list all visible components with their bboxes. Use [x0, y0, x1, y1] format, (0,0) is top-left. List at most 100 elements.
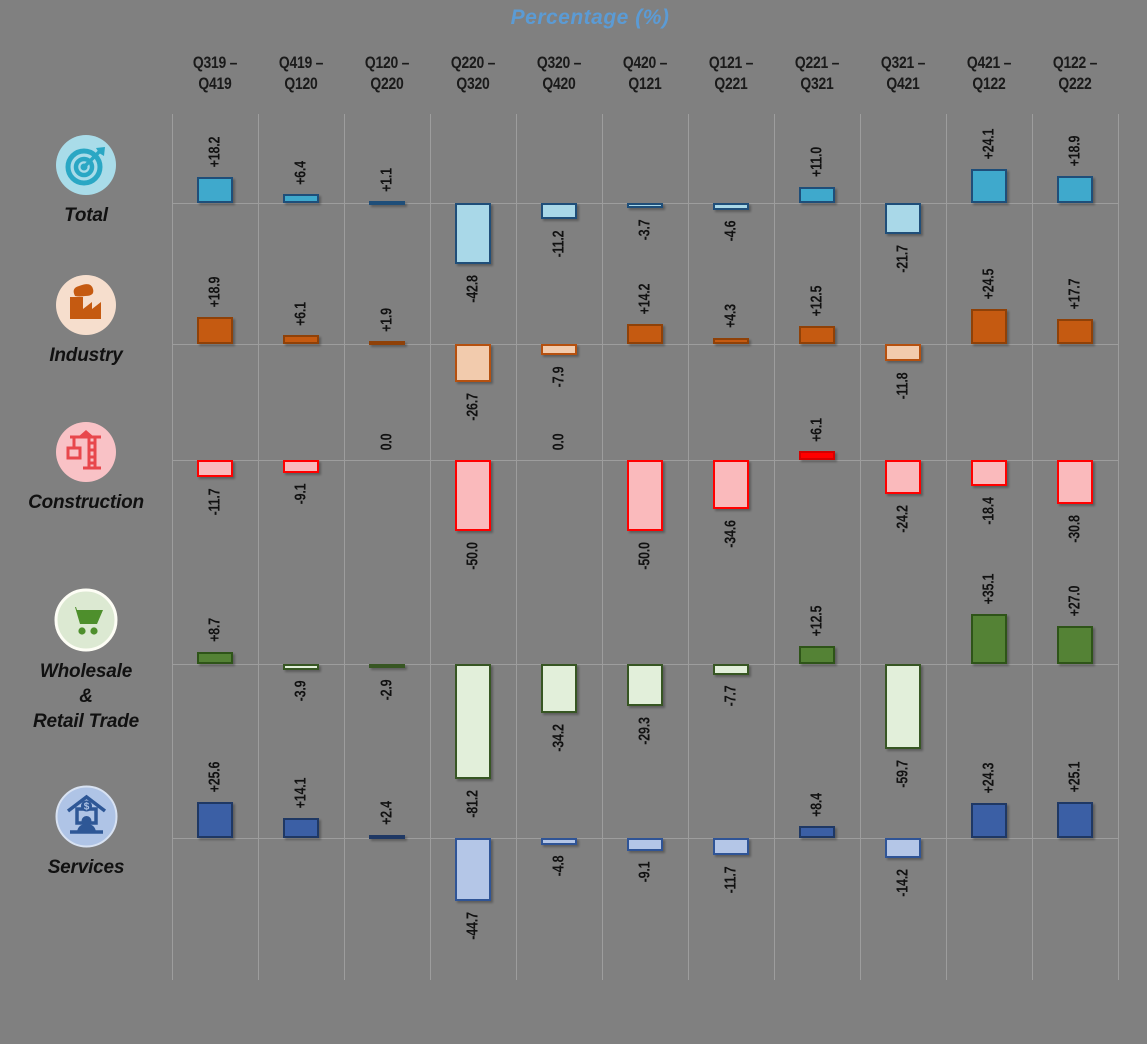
column-header: Q120 – Q220	[344, 52, 430, 94]
bar-value-label: -29.3	[636, 716, 654, 745]
bar-construction	[971, 460, 1007, 487]
bar-value-label: +14.1	[292, 777, 310, 809]
bar-total	[627, 203, 663, 209]
sector-row-industry: Industry	[0, 274, 172, 368]
bar-value-label: -44.7	[464, 912, 482, 941]
column-gridline	[1118, 114, 1119, 980]
bar-services	[971, 803, 1007, 838]
column-header-label: Q221 – Q321	[794, 53, 840, 93]
bar-total	[455, 203, 491, 264]
bar-industry	[627, 323, 663, 344]
column-header: Q420 – Q121	[602, 52, 688, 94]
bar-value-label: -18.4	[980, 497, 998, 525]
column-header-label: Q420 – Q121	[622, 53, 668, 93]
column-gridline	[946, 114, 947, 980]
bar-value-label: -21.7	[894, 245, 912, 273]
bar-wholesale-retail-trade	[1057, 625, 1093, 664]
column-header-label: Q122 – Q222	[1052, 53, 1098, 93]
bar-construction	[283, 460, 319, 473]
bar-value-label: -11.8	[894, 372, 912, 400]
bar-value-label: -34.2	[550, 723, 568, 752]
bar-wholesale-retail-trade	[713, 664, 749, 675]
bar-value-label: +24.3	[980, 763, 998, 794]
bar-value-label: -11.7	[722, 866, 740, 893]
bar-value-label: +6.1	[292, 302, 310, 326]
bar-services	[197, 801, 233, 838]
sector-label-industry: Industry	[49, 345, 123, 366]
bar-value-label: -3.7	[636, 219, 654, 240]
bar-total	[1057, 176, 1093, 203]
factory-icon	[56, 275, 116, 335]
bar-value-label: -42.8	[464, 275, 482, 303]
bar-total	[541, 203, 577, 219]
bar-value-label: 0.0	[378, 433, 396, 451]
bar-industry	[197, 317, 233, 344]
column-header: Q121 – Q221	[688, 52, 774, 94]
bar-value-label: +8.4	[808, 792, 826, 817]
svg-text:$: $	[83, 802, 89, 813]
column-gridline	[774, 114, 775, 980]
crane-icon	[56, 422, 116, 482]
bar-value-label: +2.4	[378, 801, 396, 826]
bar-value-label: -4.8	[550, 855, 568, 877]
bar-value-label: -14.2	[894, 869, 912, 897]
bar-construction	[885, 460, 921, 495]
bar-wholesale-retail-trade	[541, 664, 577, 713]
bar-services	[283, 817, 319, 838]
column-gridline	[516, 114, 517, 980]
sector-label-wholesale-retail: Wholesale & Retail Trade	[32, 661, 139, 732]
column-header: Q220 – Q320	[430, 52, 516, 94]
column-gridline	[430, 114, 431, 980]
bar-value-label: +25.6	[206, 761, 224, 792]
bar-value-label: -3.9	[292, 680, 310, 702]
bar-industry	[971, 309, 1007, 344]
bar-industry	[455, 344, 491, 382]
bar-value-label: +4.3	[722, 304, 740, 329]
bar-services	[799, 826, 835, 838]
bar-total	[885, 203, 921, 234]
column-header-label: Q220 – Q320	[450, 53, 496, 93]
column-header-label: Q419 – Q120	[278, 53, 324, 93]
column-gridline	[344, 114, 345, 980]
home-office-icon: $	[55, 785, 117, 848]
bar-total	[713, 203, 749, 210]
bar-value-label: +14.2	[636, 283, 654, 315]
column-header: Q320 – Q420	[516, 52, 602, 94]
column-header: Q319 – Q419	[172, 52, 258, 94]
bar-value-label: +12.5	[808, 605, 826, 637]
bar-services	[541, 838, 577, 845]
bar-value-label: -59.7	[894, 760, 912, 788]
bar-value-label: -11.2	[550, 230, 568, 258]
column-gridline	[258, 114, 259, 980]
bar-industry	[283, 335, 319, 344]
bar-total	[197, 177, 233, 203]
bar-wholesale-retail-trade	[799, 646, 835, 664]
bar-value-label: -24.2	[894, 505, 912, 534]
bar-wholesale-retail-trade	[885, 664, 921, 749]
bar-value-label: -9.1	[292, 483, 310, 505]
bar-value-label: -81.2	[464, 790, 482, 819]
bar-wholesale-retail-trade	[283, 664, 319, 670]
bar-value-label: +17.7	[1066, 278, 1084, 310]
bar-wholesale-retail-trade	[627, 664, 663, 706]
bar-construction	[713, 460, 749, 510]
bar-construction	[627, 460, 663, 531]
bar-value-label: +6.1	[808, 418, 826, 442]
bar-wholesale-retail-trade	[455, 664, 491, 780]
bar-total	[971, 168, 1007, 203]
bar-industry	[713, 337, 749, 344]
sector-label-services: Services	[47, 857, 125, 878]
bar-services	[1057, 802, 1093, 838]
column-header: Q122 – Q222	[1032, 52, 1118, 94]
bar-value-label: +1.9	[378, 307, 396, 332]
column-header: Q419 – Q120	[258, 52, 344, 94]
bar-services	[627, 838, 663, 851]
bar-total	[283, 193, 319, 203]
column-header-label: Q319 – Q419	[192, 53, 238, 93]
column-gridline	[688, 114, 689, 980]
bar-industry	[799, 326, 835, 344]
bar-value-label: +18.9	[1066, 135, 1084, 167]
column-header: Q421 – Q122	[946, 52, 1032, 94]
column-gridline	[172, 114, 173, 980]
